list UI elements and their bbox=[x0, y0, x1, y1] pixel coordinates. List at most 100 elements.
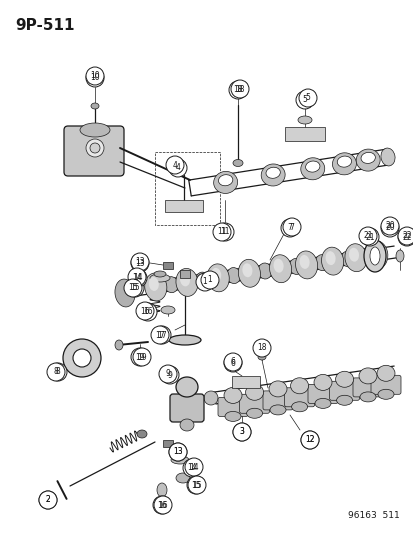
Ellipse shape bbox=[213, 172, 237, 193]
Text: 15: 15 bbox=[130, 284, 140, 293]
Text: 13: 13 bbox=[135, 259, 145, 268]
Circle shape bbox=[133, 348, 151, 366]
Ellipse shape bbox=[359, 392, 375, 402]
Circle shape bbox=[195, 273, 214, 291]
Circle shape bbox=[49, 363, 67, 381]
Ellipse shape bbox=[161, 306, 175, 314]
Ellipse shape bbox=[337, 156, 351, 167]
Ellipse shape bbox=[358, 368, 376, 384]
FancyBboxPatch shape bbox=[284, 388, 314, 407]
Circle shape bbox=[86, 69, 104, 87]
Bar bbox=[180, 270, 190, 278]
Ellipse shape bbox=[80, 123, 110, 137]
Circle shape bbox=[139, 303, 157, 321]
Ellipse shape bbox=[340, 251, 354, 267]
Ellipse shape bbox=[297, 116, 311, 124]
FancyBboxPatch shape bbox=[262, 391, 292, 410]
Circle shape bbox=[380, 219, 398, 237]
Ellipse shape bbox=[325, 251, 335, 265]
Text: 1: 1 bbox=[202, 278, 207, 287]
Text: 18: 18 bbox=[233, 85, 242, 94]
Circle shape bbox=[169, 443, 187, 461]
Circle shape bbox=[153, 496, 171, 514]
Circle shape bbox=[86, 67, 104, 85]
Text: 8: 8 bbox=[54, 367, 58, 376]
Text: 11: 11 bbox=[217, 228, 226, 237]
Bar bbox=[165, 200, 202, 212]
Ellipse shape bbox=[164, 277, 178, 293]
Text: 9: 9 bbox=[165, 369, 170, 378]
Ellipse shape bbox=[176, 473, 190, 483]
Ellipse shape bbox=[273, 259, 283, 273]
Ellipse shape bbox=[360, 152, 375, 164]
Circle shape bbox=[233, 423, 250, 441]
Ellipse shape bbox=[115, 340, 123, 350]
Text: 13: 13 bbox=[135, 257, 145, 266]
Ellipse shape bbox=[369, 247, 379, 265]
Ellipse shape bbox=[314, 255, 328, 271]
Circle shape bbox=[223, 353, 242, 371]
Text: 11: 11 bbox=[220, 228, 229, 237]
Ellipse shape bbox=[245, 384, 263, 400]
Ellipse shape bbox=[363, 240, 385, 272]
Circle shape bbox=[128, 268, 146, 286]
Text: 7: 7 bbox=[287, 223, 292, 232]
Circle shape bbox=[154, 496, 171, 514]
Text: 15: 15 bbox=[191, 481, 200, 489]
Ellipse shape bbox=[313, 374, 331, 390]
Text: 9P-511: 9P-511 bbox=[15, 18, 74, 33]
Circle shape bbox=[169, 159, 187, 177]
Circle shape bbox=[360, 228, 378, 246]
Text: 6: 6 bbox=[230, 358, 235, 367]
Ellipse shape bbox=[154, 271, 166, 277]
Circle shape bbox=[151, 326, 169, 344]
Text: 8: 8 bbox=[55, 367, 60, 376]
Ellipse shape bbox=[355, 149, 379, 171]
Text: 17: 17 bbox=[155, 330, 164, 340]
FancyBboxPatch shape bbox=[239, 394, 269, 413]
Text: 20: 20 bbox=[384, 223, 394, 232]
Circle shape bbox=[397, 227, 413, 245]
Text: 1: 1 bbox=[207, 276, 212, 285]
Ellipse shape bbox=[115, 279, 135, 307]
Ellipse shape bbox=[86, 139, 104, 157]
Ellipse shape bbox=[335, 372, 353, 387]
Text: 19: 19 bbox=[135, 352, 145, 361]
Ellipse shape bbox=[73, 349, 91, 367]
Ellipse shape bbox=[218, 175, 232, 186]
Ellipse shape bbox=[242, 263, 252, 277]
Circle shape bbox=[129, 269, 147, 287]
Text: 10: 10 bbox=[90, 71, 100, 80]
Bar bbox=[231, 376, 259, 388]
Circle shape bbox=[280, 219, 298, 237]
Ellipse shape bbox=[150, 274, 170, 282]
Circle shape bbox=[300, 431, 318, 449]
Circle shape bbox=[358, 227, 376, 245]
Text: 6: 6 bbox=[230, 359, 235, 367]
Ellipse shape bbox=[358, 248, 373, 264]
Ellipse shape bbox=[226, 268, 240, 284]
Ellipse shape bbox=[314, 398, 330, 408]
Text: 19: 19 bbox=[137, 352, 147, 361]
Bar bbox=[284, 127, 324, 141]
Circle shape bbox=[228, 81, 247, 99]
Text: 15: 15 bbox=[128, 284, 138, 293]
Text: 12: 12 bbox=[304, 435, 314, 445]
Ellipse shape bbox=[180, 272, 190, 286]
Text: 21: 21 bbox=[364, 232, 374, 241]
Ellipse shape bbox=[336, 395, 352, 405]
Ellipse shape bbox=[265, 167, 280, 179]
Ellipse shape bbox=[257, 263, 271, 279]
Ellipse shape bbox=[257, 354, 266, 360]
Circle shape bbox=[212, 223, 230, 241]
Circle shape bbox=[282, 218, 300, 236]
Text: 14: 14 bbox=[132, 272, 142, 281]
Circle shape bbox=[183, 459, 201, 477]
Ellipse shape bbox=[344, 244, 366, 272]
Text: 16: 16 bbox=[143, 308, 152, 317]
Text: 2: 2 bbox=[45, 496, 50, 505]
Ellipse shape bbox=[377, 389, 393, 399]
Ellipse shape bbox=[90, 143, 100, 153]
Text: 16: 16 bbox=[140, 306, 150, 316]
Circle shape bbox=[124, 279, 142, 297]
